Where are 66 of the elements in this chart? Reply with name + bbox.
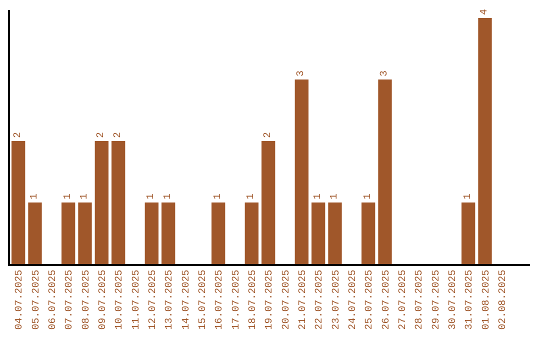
data-label: 1 xyxy=(330,193,340,200)
data-label: 2 xyxy=(112,132,124,138)
data-label: 1 xyxy=(162,193,174,200)
x-tick-label: 01.08.2025 xyxy=(481,270,492,330)
bar xyxy=(328,202,342,264)
data-label: 1 xyxy=(246,193,258,200)
x-tick-label: 14.07.2025 xyxy=(181,270,192,330)
x-tick-label: 15.07.2025 xyxy=(198,270,209,330)
x-tick-label: 31.07.2025 xyxy=(464,270,476,330)
x-tick-label: 27.07.2025 xyxy=(398,270,409,330)
x-tick-label: 19.07.2025 xyxy=(264,270,276,330)
x-tick-label: 07.07.2025 xyxy=(64,270,76,330)
x-tick-label: 18.07.2025 xyxy=(248,270,259,330)
x-tick-label: 22.07.2025 xyxy=(314,270,326,330)
x-tick-label: 29.07.2025 xyxy=(431,270,442,330)
data-label: 1 xyxy=(212,193,224,200)
x-tick-label: 13.07.2025 xyxy=(164,270,176,330)
bar xyxy=(112,141,126,264)
bar xyxy=(362,202,376,264)
x-tick-label: 04.07.2025 xyxy=(14,270,26,330)
bar xyxy=(12,141,26,264)
bar xyxy=(478,18,492,264)
bar xyxy=(94,141,108,264)
x-tick-label: 28.07.2025 xyxy=(414,270,426,330)
x-tick-label: 05.07.2025 xyxy=(31,270,42,330)
bar xyxy=(62,202,76,264)
x-tick-label: 30.07.2025 xyxy=(448,270,459,330)
x-tick-label: 16.07.2025 xyxy=(214,270,226,330)
data-label: 1 xyxy=(80,193,90,200)
data-label: 1 xyxy=(462,193,474,200)
x-tick-label: 02.08.2025 xyxy=(498,270,509,330)
x-tick-label: 06.07.2025 xyxy=(48,270,59,330)
bar xyxy=(294,80,308,264)
data-label: 1 xyxy=(30,193,40,200)
bar xyxy=(244,202,258,264)
x-tick-label: 08.07.2025 xyxy=(81,270,92,330)
x-tick-label: 25.07.2025 xyxy=(364,270,376,330)
bar xyxy=(462,202,476,264)
data-label: 3 xyxy=(296,70,308,76)
bar xyxy=(212,202,226,264)
bar xyxy=(378,80,392,264)
data-label: 2 xyxy=(12,132,24,138)
x-tick-label: 12.07.2025 xyxy=(148,270,159,330)
data-label: 1 xyxy=(362,193,374,200)
bar xyxy=(144,202,158,264)
x-tick-label: 11.07.2025 xyxy=(131,270,142,330)
bar xyxy=(162,202,176,264)
x-tick-label: 17.07.2025 xyxy=(231,270,242,330)
x-tick-label: 26.07.2025 xyxy=(381,270,392,330)
x-tick-label: 20.07.2025 xyxy=(281,270,292,330)
x-tick-label: 09.07.2025 xyxy=(98,270,109,330)
x-tick-label: 21.07.2025 xyxy=(298,270,309,330)
data-label: 2 xyxy=(262,132,274,138)
bar xyxy=(262,141,276,264)
data-label: 3 xyxy=(380,70,390,76)
data-label: 1 xyxy=(146,193,158,200)
x-tick-label: 23.07.2025 xyxy=(331,270,342,330)
data-label: 4 xyxy=(480,8,490,15)
x-tick-label: 10.07.2025 xyxy=(114,270,126,330)
data-label: 1 xyxy=(62,193,74,200)
x-tick-label: 24.07.2025 xyxy=(348,270,359,330)
bar xyxy=(28,202,42,264)
bar xyxy=(312,202,326,264)
data-label: 2 xyxy=(96,132,108,138)
bar xyxy=(78,202,92,264)
data-label: 1 xyxy=(312,193,324,200)
